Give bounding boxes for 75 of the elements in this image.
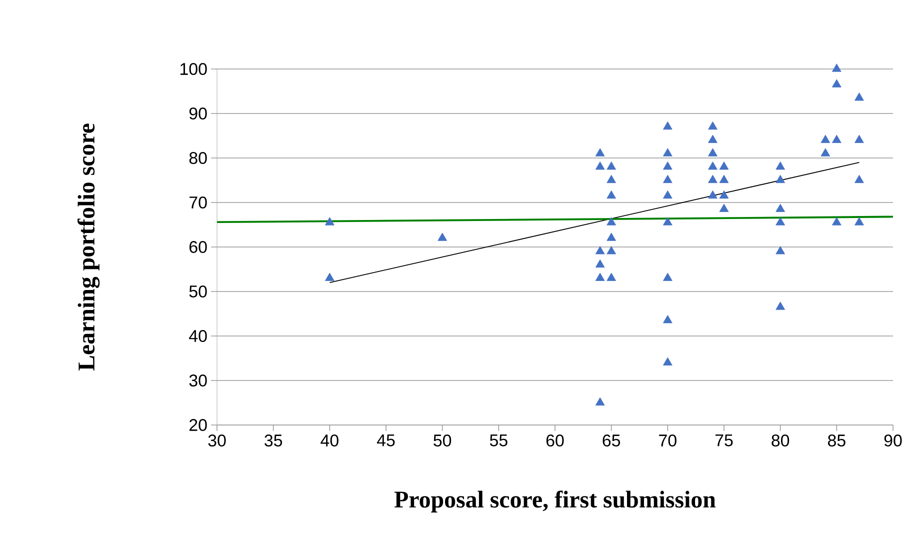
x-tick-label: 75 [715, 434, 733, 446]
y-tick-label: 20 [190, 418, 207, 431]
point [595, 259, 605, 268]
point [719, 174, 729, 184]
point [708, 134, 718, 143]
point [708, 148, 718, 156]
point [708, 162, 718, 170]
x-tick-label: 55 [490, 434, 508, 446]
point [776, 162, 786, 170]
point [832, 64, 842, 72]
y-axis-title: Learning portfolio score [78, 124, 100, 371]
y-tick-label: 30 [189, 374, 207, 386]
point [595, 148, 605, 156]
point [662, 148, 672, 156]
point [595, 162, 605, 170]
x-tick-label: 30 [208, 434, 226, 446]
point [854, 134, 864, 143]
x-axis-title: Proposal score, first submission [394, 490, 716, 512]
point [854, 92, 864, 101]
point [719, 204, 729, 212]
point [776, 174, 786, 184]
point [662, 357, 672, 366]
point [820, 148, 830, 156]
point [595, 272, 605, 281]
point [708, 121, 718, 130]
x-tick-label: 90 [884, 434, 902, 446]
point [854, 217, 864, 226]
point [776, 217, 786, 226]
point [595, 397, 605, 406]
point [606, 162, 616, 170]
y-tick-label: 60 [190, 240, 207, 253]
x-tick-label: 60 [546, 434, 564, 446]
point [719, 162, 729, 170]
point [662, 272, 672, 281]
x-tick-label: 85 [828, 434, 846, 446]
point [832, 79, 842, 88]
x-tick-label: 50 [434, 434, 452, 446]
y-tick-label: 100 [180, 62, 207, 75]
x-tick-label: 35 [264, 434, 282, 446]
point [776, 204, 786, 212]
y-tick-label: 50 [189, 285, 207, 298]
point [719, 190, 729, 199]
point [662, 217, 672, 226]
point [438, 232, 448, 241]
x-tick-label: 80 [772, 434, 790, 446]
point [662, 162, 672, 170]
point [854, 174, 864, 184]
x-tick-label: 40 [320, 434, 338, 446]
point [832, 217, 842, 226]
point [606, 232, 616, 241]
point [595, 246, 605, 254]
point [606, 246, 616, 254]
y-tick-label: 80 [189, 152, 207, 164]
point [662, 190, 672, 199]
point [708, 174, 718, 184]
point [662, 315, 672, 324]
point [606, 217, 616, 226]
point [324, 217, 334, 226]
point [606, 272, 616, 281]
point [662, 121, 672, 130]
point [832, 134, 842, 143]
y-tick-label: 40 [189, 330, 207, 342]
point [776, 246, 786, 254]
y-tick-label: 70 [190, 196, 207, 208]
point [324, 272, 334, 281]
point [776, 302, 786, 310]
point [662, 174, 672, 184]
x-tick-label: 70 [659, 434, 676, 446]
point [708, 190, 718, 199]
x-tick-label: 45 [376, 434, 395, 446]
point [606, 174, 616, 184]
point [606, 190, 616, 199]
y-tick-label: 90 [189, 107, 207, 120]
point [820, 134, 830, 143]
x-tick-label: 65 [602, 434, 620, 446]
